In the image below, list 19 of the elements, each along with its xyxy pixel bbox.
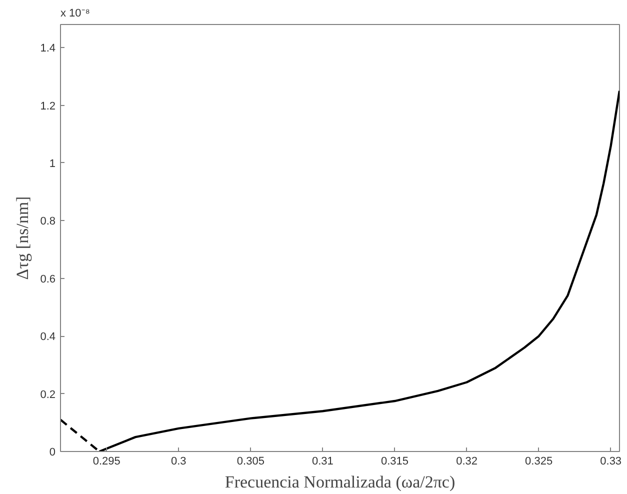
x-axis-title: Frecuencia Normalizada (ωa/2πc) [224,472,456,492]
x-tick-label: 0.3 [170,456,186,468]
y-tick-label: 1.2 [40,100,56,112]
x-tick-label: 0.315 [380,456,409,468]
x-tick-label: 0.32 [456,456,478,468]
x-tick-label: 0.33 [600,456,622,468]
y-tick-label: 1 [49,158,56,170]
text: x 10⁻⁸ [60,8,90,20]
y-tick-label: 0.8 [40,216,56,228]
y-tick-label: 1.4 [40,42,56,55]
y-tick-label: 0.6 [40,273,56,286]
y-axis-title: Δτg [ns/nm] [13,196,32,280]
y-tick-label: 0.2 [40,388,56,401]
y-tick-label: 0.4 [40,331,56,344]
x-tick-label: 0.295 [92,456,120,468]
y-tick-label: 0 [49,446,56,458]
x-tick-label: 0.31 [312,456,334,468]
x-tick-label: 0.325 [525,456,553,468]
x-tick-label: 0.305 [236,456,264,468]
